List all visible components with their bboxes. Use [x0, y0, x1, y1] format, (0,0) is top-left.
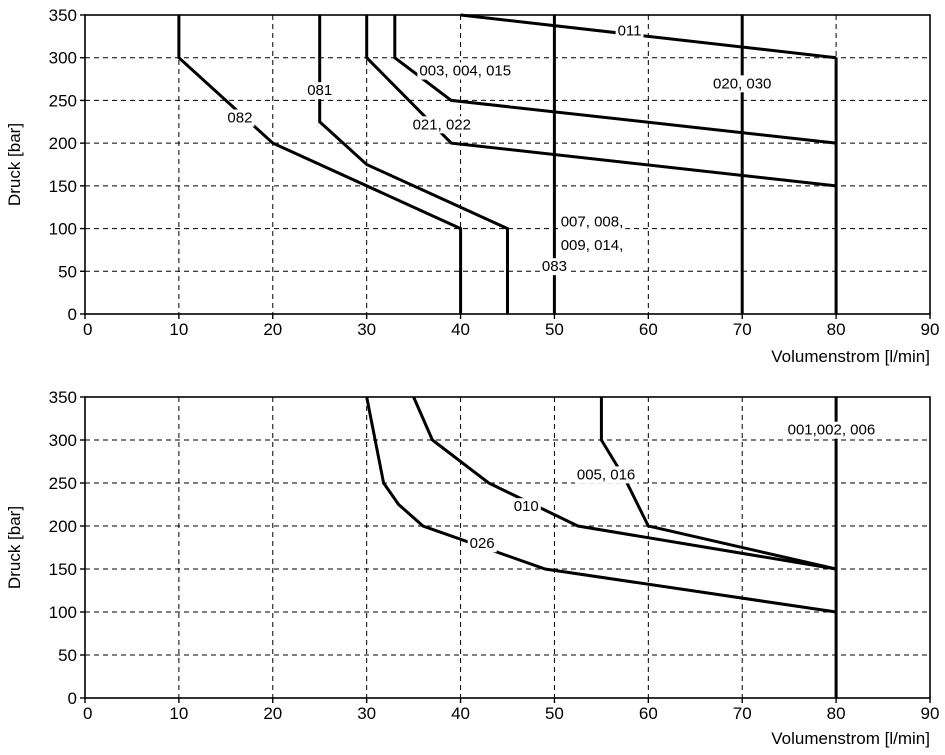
curve-label: 083 — [542, 258, 567, 275]
x-tick-label: 90 — [921, 320, 940, 339]
curve-label: 003, 004, 015 — [419, 63, 511, 80]
y-tick-label: 250 — [49, 474, 77, 493]
y-tick-label: 200 — [49, 517, 77, 536]
y-tick-label: 150 — [49, 560, 77, 579]
y-tick-label: 150 — [49, 177, 77, 196]
plot-frame — [84, 396, 931, 699]
y-tick-label: 50 — [58, 262, 77, 281]
x-tick-label: 80 — [827, 704, 846, 723]
x-tick-label: 10 — [169, 320, 188, 339]
x-tick-label: 0 — [83, 320, 92, 339]
x-axis-title: Volumenstrom [l/min] — [771, 347, 930, 366]
y-tick-label: 250 — [49, 91, 77, 110]
curve-label-background — [417, 62, 514, 80]
curve-label-background — [410, 116, 473, 134]
curve-label-background — [558, 213, 626, 231]
chart-panel-1: 0 10 20 30 40 50 60 70 80 90 0 50 100 150 200 250 300 350… — [5, 6, 939, 366]
x-tick-label: 70 — [733, 320, 752, 339]
curve-label: 082 — [227, 110, 252, 127]
curve-label-background — [785, 421, 878, 439]
x-tick-label: 60 — [639, 320, 658, 339]
curve-label: 081 — [307, 82, 332, 99]
x-tick-label: 30 — [357, 704, 376, 723]
x-tick-label: 60 — [639, 704, 658, 723]
curve-label-background — [225, 109, 255, 127]
x-tick-label: 20 — [263, 704, 282, 723]
series-line — [412, 396, 837, 571]
curve-label-background — [467, 535, 497, 553]
x-tick-label: 50 — [545, 320, 564, 339]
curve-label: 007, 008, — [561, 214, 624, 231]
x-axis-title: Volumenstrom [l/min] — [771, 729, 930, 748]
x-tick-label: 40 — [451, 704, 470, 723]
y-tick-label: 350 — [49, 388, 77, 407]
curve-label-background — [305, 82, 335, 100]
curve-label-background — [539, 258, 569, 276]
curve-label-background — [558, 236, 626, 254]
y-tick-label: 200 — [49, 134, 77, 153]
curve-label-background — [615, 22, 644, 40]
x-tick-label: 90 — [921, 704, 940, 723]
y-tick-label: 100 — [49, 220, 77, 239]
y-tick-label: 0 — [68, 305, 77, 324]
series-line — [365, 396, 837, 614]
chart-panel-2: 0 10 20 30 40 50 60 70 80 90050100150200250300350… — [5, 388, 939, 748]
y-axis-title: Druck [bar] — [5, 506, 24, 589]
curve-label: 005, 016 — [577, 466, 635, 483]
plot-frame — [84, 14, 931, 315]
x-tick-label: 20 — [263, 320, 282, 339]
series-line — [460, 13, 837, 60]
curve-label: 010 — [514, 498, 539, 515]
x-tick-label: 30 — [357, 320, 376, 339]
y-axis-title: Druck [bar] — [5, 123, 24, 206]
curve-label: 009, 014, — [561, 237, 624, 254]
curve-label: 001,002, 006 — [788, 422, 876, 439]
curve-label: 021, 022 — [413, 116, 471, 133]
x-tick-label: 70 — [733, 704, 752, 723]
y-tick-label: 50 — [58, 646, 77, 665]
y-tick-label: 0 — [68, 689, 77, 708]
series-line — [365, 15, 837, 188]
curve-label: 026 — [470, 535, 495, 552]
curve-label-background — [711, 75, 774, 93]
x-tick-label: 0 — [83, 704, 92, 723]
curve-label-background — [511, 498, 541, 516]
x-tick-label: 10 — [169, 704, 188, 723]
x-tick-label: 80 — [827, 320, 846, 339]
x-tick-label: 40 — [451, 320, 470, 339]
series-line — [177, 15, 463, 314]
curve-label-background — [574, 466, 638, 484]
y-tick-label: 350 — [49, 6, 77, 25]
y-tick-label: 300 — [49, 49, 77, 68]
series-line — [318, 15, 509, 314]
y-tick-label: 300 — [49, 431, 77, 450]
y-tick-label: 100 — [49, 603, 77, 622]
x-tick-label: 50 — [545, 704, 564, 723]
curve-label: 011 — [618, 22, 642, 39]
curve-label: 020, 030 — [713, 75, 771, 92]
